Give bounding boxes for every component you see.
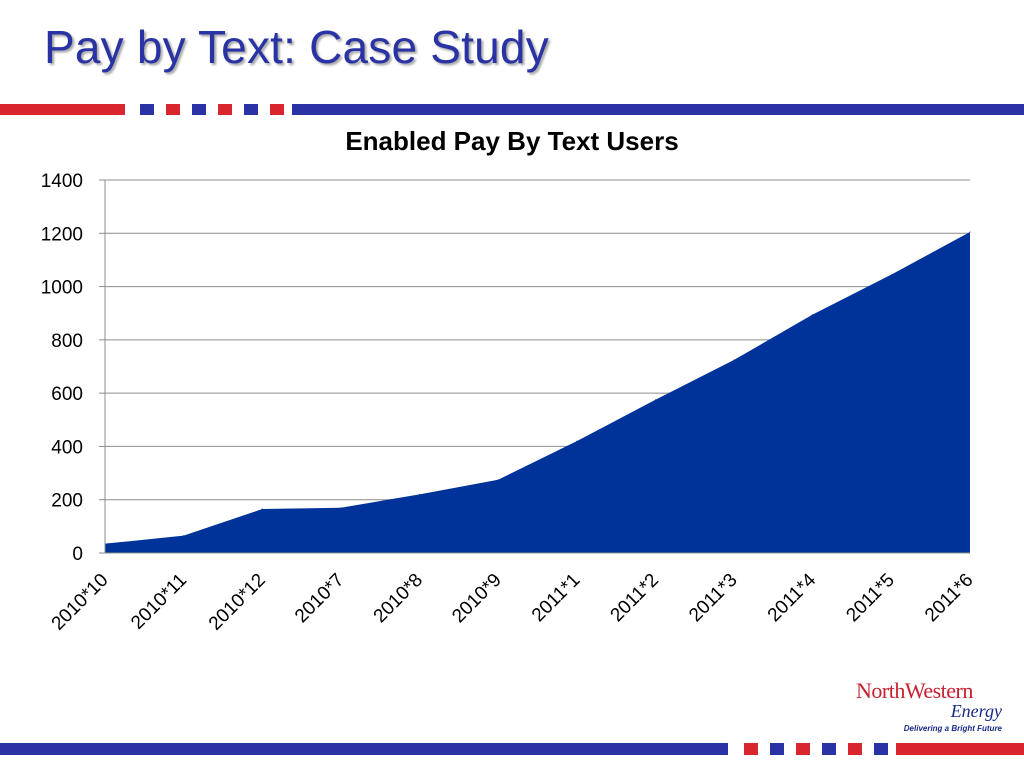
- y-tick-label: 1200: [41, 224, 83, 245]
- x-tick-label: 2011*2: [607, 570, 663, 626]
- data-point: [733, 359, 735, 361]
- data-point: [183, 535, 185, 537]
- x-tick-label: 2011*6: [921, 570, 977, 626]
- x-tick-labels: 2010*10 2010*11 2010*12 2010*7 2010*8 2010*9 2…: [48, 569, 978, 634]
- data-point: [340, 507, 342, 509]
- y-tick-label: 800: [51, 331, 83, 352]
- stripe-square: [166, 104, 180, 115]
- stripe-blue-bar: [0, 743, 728, 755]
- stripe-square: [848, 743, 862, 755]
- data-point: [654, 399, 656, 401]
- area-chart: Enabled Pay By Text Users 0 200 400 600 800 1…: [41, 126, 978, 635]
- logo-word-western: Western: [904, 678, 974, 703]
- stripe-square: [270, 104, 284, 115]
- data-point: [419, 493, 421, 495]
- slide-title: Pay by Text: Case Study: [44, 21, 549, 73]
- y-tick-label: 1000: [41, 278, 83, 299]
- stripe-blue-bar: [292, 104, 1024, 115]
- x-tick-label: 2010*11: [127, 570, 191, 634]
- data-point: [497, 479, 499, 481]
- y-tick-label: 0: [72, 544, 83, 565]
- area-series-fill: [105, 231, 970, 554]
- x-tick-label: 2010*10: [48, 570, 113, 635]
- top-decorative-stripe: [0, 104, 1024, 115]
- stripe-square: [874, 743, 888, 755]
- stripe-square: [140, 104, 154, 115]
- x-tick-label: 2010*7: [291, 570, 348, 627]
- stripe-square: [822, 743, 836, 755]
- x-tick-label: 2011*1: [528, 570, 584, 626]
- stripe-square: [770, 743, 784, 755]
- y-tick-label: 1400: [41, 171, 83, 192]
- y-tick-labels: 0 200 400 600 800 1000 1200 1400: [41, 171, 83, 565]
- data-point: [812, 314, 814, 316]
- x-tick-label: 2011*5: [842, 570, 898, 626]
- stripe-square: [244, 104, 258, 115]
- logo-word-north: North: [856, 678, 905, 703]
- x-tick-label: 2010*8: [370, 570, 427, 627]
- chart-title: Enabled Pay By Text Users: [345, 126, 678, 156]
- axes: [99, 179, 970, 554]
- stripe-red-bar: [0, 104, 125, 115]
- bottom-decorative-stripe: [0, 743, 1024, 755]
- stripe-square: [218, 104, 232, 115]
- y-tick-label: 400: [51, 437, 83, 458]
- y-tick-label: 600: [51, 384, 83, 405]
- data-point: [261, 508, 263, 510]
- company-logo: NorthWestern Energy Delivering a Bright …: [856, 680, 1006, 740]
- logo-word-energy: Energy: [950, 701, 1002, 721]
- x-tick-label: 2011*3: [685, 570, 741, 626]
- data-point: [576, 440, 578, 442]
- x-tick-label: 2010*12: [205, 570, 270, 635]
- x-tick-label: 2010*9: [448, 570, 505, 627]
- stripe-square: [796, 743, 810, 755]
- stripe-square: [192, 104, 206, 115]
- x-tick-label: 2011*4: [764, 569, 821, 626]
- area-series: [104, 231, 971, 554]
- y-tick-label: 200: [51, 491, 83, 512]
- stripe-red-bar: [896, 743, 1024, 755]
- logo-tagline: Delivering a Bright Future: [903, 724, 1002, 733]
- data-point: [890, 274, 892, 276]
- data-point: [969, 231, 971, 233]
- stripe-square: [744, 743, 758, 755]
